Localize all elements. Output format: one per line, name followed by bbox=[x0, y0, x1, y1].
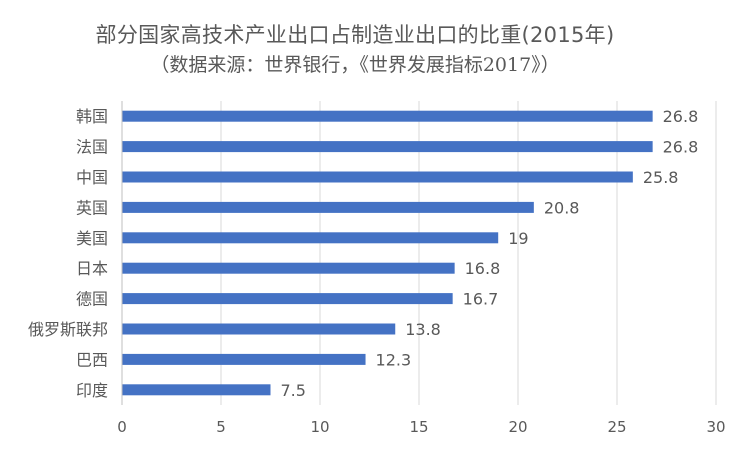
chart-subtitle: （数据来源：世界银行，《世界发展指标2017》） bbox=[150, 54, 560, 76]
category-label: 法国 bbox=[76, 138, 108, 157]
category-label: 巴西 bbox=[76, 350, 108, 369]
category-label: 英国 bbox=[76, 198, 108, 217]
bar bbox=[122, 384, 271, 396]
data-label: 20.8 bbox=[544, 198, 580, 217]
bar bbox=[122, 201, 534, 213]
data-label: 16.8 bbox=[465, 259, 501, 278]
x-tick-label: 30 bbox=[706, 418, 725, 436]
category-label: 中国 bbox=[76, 168, 108, 187]
category-label: 印度 bbox=[76, 381, 108, 400]
data-label: 26.8 bbox=[663, 107, 699, 126]
data-label: 19 bbox=[508, 229, 528, 248]
category-label: 俄罗斯联邦 bbox=[28, 320, 108, 339]
bar bbox=[122, 171, 633, 183]
data-label: 26.8 bbox=[663, 138, 699, 157]
category-label: 德国 bbox=[76, 290, 108, 309]
x-tick-label: 10 bbox=[310, 418, 329, 436]
x-tick-label: 20 bbox=[508, 418, 527, 436]
bar bbox=[122, 262, 455, 274]
chart-title: 部分国家高技术产业出口占制造业出口的比重(2015年) bbox=[95, 23, 615, 47]
bar bbox=[122, 323, 396, 335]
x-tick-label: 15 bbox=[409, 418, 428, 436]
bar bbox=[122, 232, 499, 244]
x-tick-label: 5 bbox=[216, 418, 226, 436]
x-tick-label: 25 bbox=[607, 418, 626, 436]
bar bbox=[122, 293, 453, 305]
data-label: 25.8 bbox=[643, 168, 679, 187]
x-tick-label: 0 bbox=[117, 418, 127, 436]
category-label: 日本 bbox=[76, 259, 108, 278]
bar bbox=[122, 110, 653, 122]
data-label: 16.7 bbox=[463, 290, 499, 309]
category-label: 韩国 bbox=[76, 107, 108, 126]
category-label: 美国 bbox=[76, 229, 108, 248]
data-label: 7.5 bbox=[281, 381, 306, 400]
data-label: 12.3 bbox=[376, 350, 412, 369]
bar bbox=[122, 141, 653, 153]
bar bbox=[122, 353, 366, 365]
data-label: 13.8 bbox=[405, 320, 441, 339]
